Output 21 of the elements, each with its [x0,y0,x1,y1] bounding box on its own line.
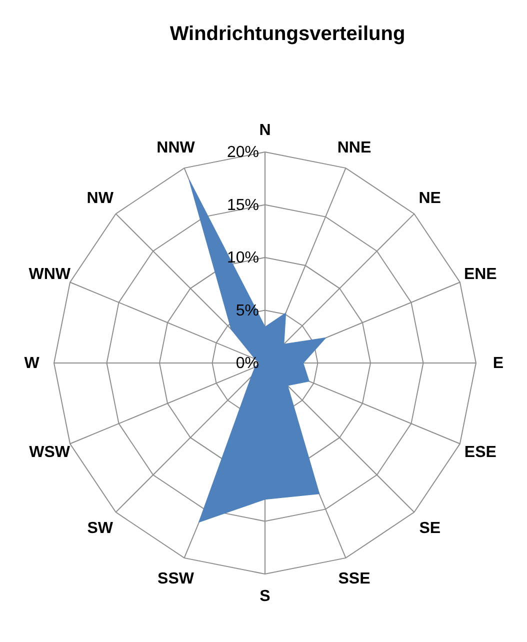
spoke-label: SW [87,520,114,537]
spoke-label: ESE [464,444,497,462]
spoke-label: SSE [338,570,371,588]
spoke-label: NE [418,190,442,208]
spoke-label: NNW [156,140,196,157]
spoke-label: SSW [158,570,195,588]
y-tick-label: 20% [226,144,259,161]
spoke-label: S [260,588,271,606]
spoke-label: N [259,122,271,139]
chart-title: Windrichtungsverteilung [170,23,406,45]
y-tick-label: 5% [236,302,259,320]
spoke-label: NW [86,190,114,208]
spoke-label: WNW [28,266,72,283]
spoke-label: WSW [29,444,71,462]
spoke-label: E [492,355,504,372]
spoke-label: NNE [337,140,372,157]
spoke-label: SE [419,520,441,537]
y-tick-label: 0% [236,355,259,372]
spoke-label: W [24,355,40,372]
spoke-label: ENE [464,266,498,283]
y-tick-label: 15% [226,196,259,214]
